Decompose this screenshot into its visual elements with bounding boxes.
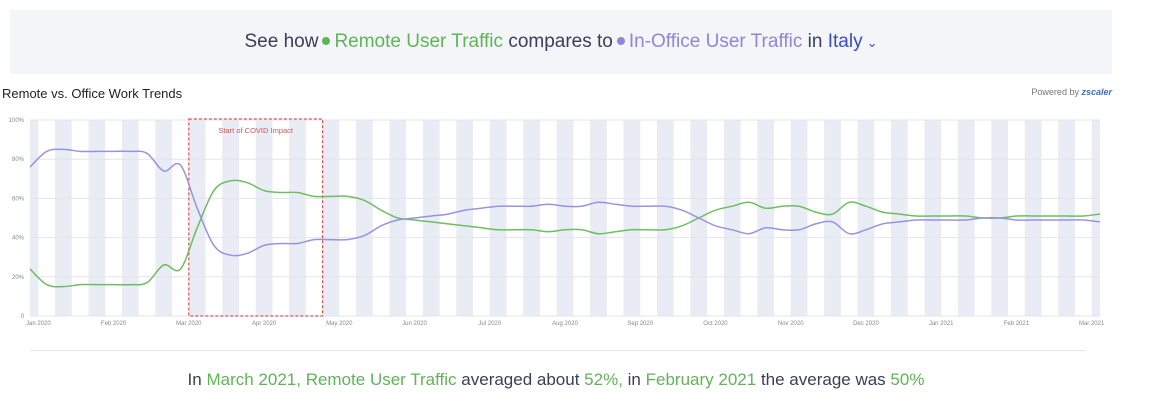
country-dropdown[interactable]: Italy ⌄: [828, 31, 878, 53]
summary-in-2: in: [627, 370, 641, 389]
week-band: [623, 120, 641, 316]
week-band: [1024, 120, 1042, 316]
summary-average-was: the average was: [760, 370, 886, 389]
x-tick-label: Mar 2021: [1079, 321, 1105, 327]
chart-title: Remote vs. Office Work Trends: [2, 86, 183, 101]
y-tick-label: 0: [21, 314, 25, 320]
week-band: [957, 120, 975, 316]
week-band: [523, 120, 540, 316]
x-tick-label: Jun 2020: [402, 321, 427, 327]
trend-chart: 0 20% 40% 60% 80% 100% Jan 2020 Feb 2020 Mar 202…: [9, 118, 1105, 327]
x-tick-label: Oct 2020: [703, 321, 728, 327]
summary-averaged: averaged about: [461, 370, 580, 389]
week-band: [489, 120, 507, 316]
x-tick-label: Nov 2020: [778, 321, 804, 327]
week-band: [30, 120, 39, 316]
week-band: [556, 120, 574, 316]
summary-month-1: March 2021,: [206, 370, 301, 389]
chevron-down-icon: ⌄: [866, 35, 878, 50]
x-tick-label: Aug 2020: [552, 321, 578, 327]
y-tick-label: 60%: [12, 196, 25, 202]
week-band: [1091, 120, 1100, 316]
week-band: [422, 120, 440, 316]
week-band: [55, 120, 72, 316]
x-tick-label: Dec 2020: [853, 321, 879, 327]
remote-traffic-line: [29, 179, 1101, 288]
y-tick-label: 20%: [12, 275, 25, 281]
week-band: [891, 120, 908, 316]
week-band: [1058, 120, 1075, 316]
summary-remote-label: Remote User Traffic: [305, 370, 457, 389]
powered-by-text: Powered by: [1031, 87, 1079, 97]
week-band: [857, 120, 875, 316]
x-tick-label: Jan 2020: [26, 321, 51, 327]
y-tick-label: 40%: [12, 236, 25, 242]
week-band: [790, 120, 808, 316]
header-prefix: See how: [244, 31, 319, 52]
week-band: [757, 120, 774, 316]
week-band: [723, 120, 741, 316]
week-band: [289, 120, 306, 316]
summary-in: In: [187, 370, 202, 389]
header-middle: compares to: [508, 31, 613, 52]
week-band: [456, 120, 474, 316]
week-band: [121, 120, 139, 316]
week-band: [356, 120, 373, 316]
remote-dot-icon: [322, 37, 331, 45]
remote-traffic-label: Remote User Traffic: [334, 31, 504, 52]
x-tick-label: May 2020: [326, 321, 353, 327]
week-band: [188, 120, 206, 316]
office-traffic-label: In-Office User Traffic: [628, 31, 803, 52]
x-tick-label: Jul 2020: [478, 321, 501, 327]
covid-impact-label: Start of COVID Impact: [218, 126, 294, 135]
x-tick-label: Feb 2020: [101, 321, 127, 327]
zscaler-logo: zscaler: [1081, 87, 1112, 97]
week-band: [322, 120, 340, 316]
summary-value-1: 52%,: [584, 370, 623, 389]
office-traffic-line: [29, 148, 1101, 257]
week-band: [824, 120, 841, 316]
week-band: [590, 120, 607, 316]
x-tick-label: Sep 2020: [627, 321, 653, 327]
x-tick-label: Apr 2020: [252, 321, 277, 327]
week-band: [222, 120, 239, 316]
divider: [30, 350, 1086, 351]
summary-text: In March 2021, Remote User Traffic avera…: [0, 370, 1112, 390]
comparison-header: See how Remote User Traffic compares to …: [10, 10, 1112, 74]
week-band: [255, 120, 273, 316]
summary-value-2: 50%: [890, 370, 925, 389]
summary-month-2: February 2021: [645, 370, 757, 389]
covid-impact-box: [188, 118, 324, 317]
office-dot-icon: [616, 37, 625, 45]
powered-by: Powered by zscaler: [1031, 87, 1112, 97]
x-tick-label: Mar 2020: [176, 321, 202, 327]
week-band: [88, 120, 106, 316]
y-tick-label: 100%: [9, 118, 25, 124]
week-band: [155, 120, 173, 316]
week-band: [924, 120, 942, 316]
country-label: Italy: [827, 31, 863, 52]
week-band: [656, 120, 674, 316]
x-tick-label: Feb 2021: [1004, 321, 1030, 327]
x-tick-label: Jan 2021: [929, 321, 954, 327]
y-tick-label: 80%: [12, 157, 25, 163]
header-in-text: in: [807, 31, 823, 52]
